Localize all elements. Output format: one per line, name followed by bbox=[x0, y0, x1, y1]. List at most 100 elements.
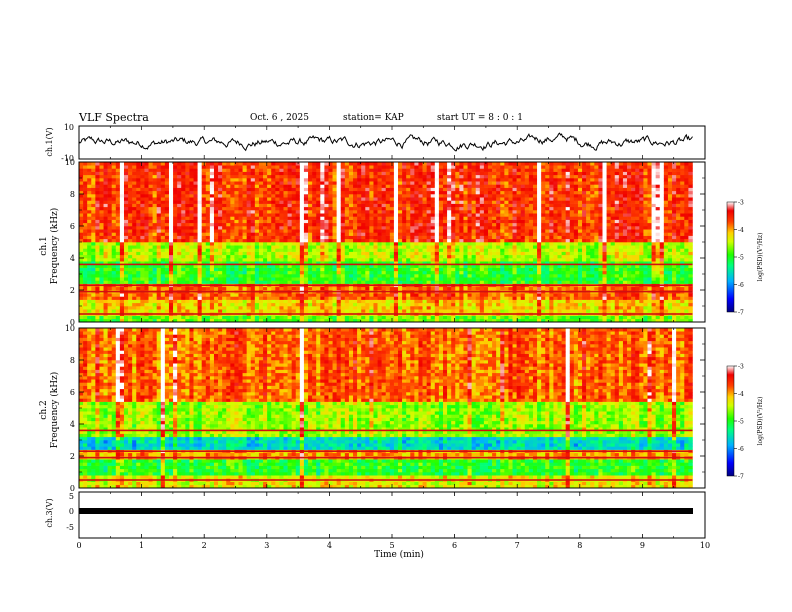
spectrogram-cell bbox=[455, 216, 460, 220]
spectrogram-cell bbox=[365, 238, 370, 243]
spectrogram-cell bbox=[197, 165, 202, 169]
spectrogram-cell bbox=[373, 302, 378, 307]
spectrogram-cell bbox=[246, 315, 252, 320]
spectrogram-cell bbox=[361, 200, 366, 204]
spectrogram-cell bbox=[344, 229, 350, 233]
spectrogram-cell bbox=[123, 306, 129, 310]
spectrogram-cell bbox=[246, 165, 252, 169]
spectrogram-cell bbox=[132, 258, 137, 262]
spectrogram-cell bbox=[177, 299, 182, 304]
spectrogram-cell bbox=[410, 296, 415, 300]
spectrogram-cell bbox=[263, 162, 268, 166]
spectrogram-cell bbox=[373, 168, 378, 172]
spectrogram-cell bbox=[263, 197, 268, 201]
spectrogram-cell bbox=[103, 171, 108, 176]
spectrogram-cell bbox=[168, 210, 174, 214]
spectrogram-cell bbox=[467, 213, 472, 217]
spectrogram-cell bbox=[95, 293, 100, 297]
spectrogram-cell bbox=[336, 190, 342, 195]
spectrogram-cell bbox=[471, 318, 477, 323]
spectrogram-cell bbox=[164, 248, 170, 252]
spectrogram-cell bbox=[459, 181, 464, 185]
spectrogram-cell bbox=[312, 165, 317, 169]
spectrogram-cell bbox=[344, 318, 350, 323]
spectrogram-cell bbox=[99, 277, 104, 281]
spectrogram-cell bbox=[373, 251, 378, 256]
spectrogram-cell bbox=[263, 293, 268, 297]
spectrogram-cell bbox=[201, 309, 207, 313]
spectrogram-cell bbox=[340, 299, 346, 304]
spectrogram-cell bbox=[303, 299, 309, 304]
spectrogram-cell bbox=[479, 270, 485, 275]
spectrogram-cell bbox=[226, 238, 231, 243]
spectrogram-cell bbox=[181, 168, 186, 172]
spectrogram-cell bbox=[201, 274, 207, 278]
spectrogram-cell bbox=[275, 213, 280, 217]
spectrogram-cell bbox=[328, 315, 333, 320]
spectrogram-cell bbox=[430, 293, 436, 297]
spectrogram-cell bbox=[164, 181, 170, 185]
spectrogram-cell bbox=[406, 318, 411, 323]
spectrogram-cell bbox=[414, 213, 419, 217]
spectrogram-cell bbox=[177, 229, 182, 233]
spectrogram-cell bbox=[398, 219, 403, 224]
spectrogram-cell bbox=[128, 309, 133, 313]
spectrogram-cell bbox=[123, 181, 129, 185]
spectrogram-cell bbox=[275, 222, 280, 227]
spectrogram-cell bbox=[308, 187, 313, 192]
spectrogram-cell bbox=[209, 318, 215, 323]
spectrogram-cell bbox=[357, 213, 362, 217]
spectrogram-cell bbox=[140, 226, 145, 230]
spectrogram-cell bbox=[324, 245, 329, 249]
spectrogram-cell bbox=[406, 245, 411, 249]
spectrogram-cell bbox=[377, 213, 382, 217]
spectrogram-cell bbox=[455, 280, 460, 284]
spectrogram-cell bbox=[365, 226, 370, 230]
spectrogram-cell bbox=[398, 274, 403, 278]
spectrogram-cell bbox=[451, 270, 456, 275]
spectrogram-cell bbox=[443, 293, 448, 297]
spectrogram-cell bbox=[95, 258, 100, 262]
spectrogram-cell bbox=[201, 267, 207, 272]
spectrogram-cell bbox=[426, 258, 432, 262]
spectrogram-cell bbox=[353, 286, 358, 291]
spectrogram-cell bbox=[471, 178, 477, 182]
spectrogram-cell bbox=[213, 238, 219, 243]
spectrogram-cell bbox=[279, 267, 284, 272]
spectrogram-cell bbox=[132, 248, 137, 252]
spectrogram-cell bbox=[234, 264, 239, 268]
spectrogram-cell bbox=[357, 222, 362, 227]
spectrogram-cell bbox=[340, 171, 346, 176]
spectrogram-cell bbox=[295, 197, 301, 201]
spectrogram-cell bbox=[467, 171, 472, 176]
spectrogram-cell bbox=[295, 206, 301, 211]
spectrogram-cell bbox=[173, 277, 178, 281]
spectrogram-cell bbox=[455, 251, 460, 256]
spectrogram-cell bbox=[164, 226, 170, 230]
spectrogram-cell bbox=[377, 299, 382, 304]
spectrogram-cell bbox=[287, 274, 292, 278]
spectrogram-cell bbox=[447, 171, 452, 176]
spectrogram-cell bbox=[406, 315, 411, 320]
spectrogram-cell bbox=[213, 219, 219, 224]
spectrogram-cell bbox=[455, 258, 460, 262]
spectrogram-cell bbox=[267, 194, 272, 198]
spectrogram-cell bbox=[402, 171, 407, 176]
spectrogram-cell bbox=[410, 302, 415, 307]
spectrogram-cell bbox=[455, 232, 460, 236]
spectrogram-cell bbox=[201, 238, 207, 243]
spectrogram-cell bbox=[267, 187, 272, 192]
spectrogram-cell bbox=[119, 315, 125, 320]
spectrogram-cell bbox=[144, 216, 149, 220]
spectrogram-cell bbox=[467, 245, 472, 249]
spectrogram-cell bbox=[160, 302, 166, 307]
spectrogram-cell bbox=[205, 296, 211, 300]
spectrogram-cell bbox=[168, 171, 174, 176]
spectrogram-cell bbox=[430, 264, 436, 268]
spectrogram-cell bbox=[263, 171, 268, 176]
spectrogram-cell bbox=[103, 286, 108, 291]
spectrogram-cell bbox=[197, 254, 202, 259]
spectrogram-cell bbox=[250, 293, 256, 297]
spectrogram-cell bbox=[340, 270, 346, 275]
spectrogram-cell bbox=[324, 222, 329, 227]
